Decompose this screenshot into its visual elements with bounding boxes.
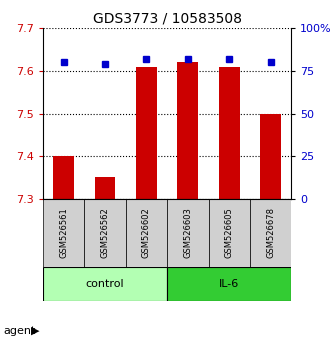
Text: GSM526562: GSM526562: [101, 207, 110, 258]
Text: agent: agent: [3, 326, 36, 336]
Text: GSM526602: GSM526602: [142, 207, 151, 258]
Bar: [260, 114, 281, 199]
Text: GSM526561: GSM526561: [59, 207, 68, 258]
Bar: [136, 67, 157, 199]
Bar: [219, 67, 240, 199]
Text: control: control: [86, 279, 124, 289]
FancyBboxPatch shape: [43, 267, 167, 301]
Bar: [95, 177, 116, 199]
Bar: [53, 156, 74, 199]
FancyBboxPatch shape: [167, 267, 291, 301]
Text: ▶: ▶: [31, 326, 40, 336]
FancyBboxPatch shape: [126, 199, 167, 267]
FancyBboxPatch shape: [43, 199, 84, 267]
FancyBboxPatch shape: [84, 199, 126, 267]
Bar: [177, 62, 198, 199]
Text: IL-6: IL-6: [219, 279, 239, 289]
FancyBboxPatch shape: [167, 199, 209, 267]
Text: GSM526605: GSM526605: [225, 207, 234, 258]
Text: GSM526603: GSM526603: [183, 207, 192, 258]
FancyBboxPatch shape: [250, 199, 291, 267]
Title: GDS3773 / 10583508: GDS3773 / 10583508: [93, 12, 242, 26]
FancyBboxPatch shape: [209, 199, 250, 267]
Text: GSM526678: GSM526678: [266, 207, 275, 258]
